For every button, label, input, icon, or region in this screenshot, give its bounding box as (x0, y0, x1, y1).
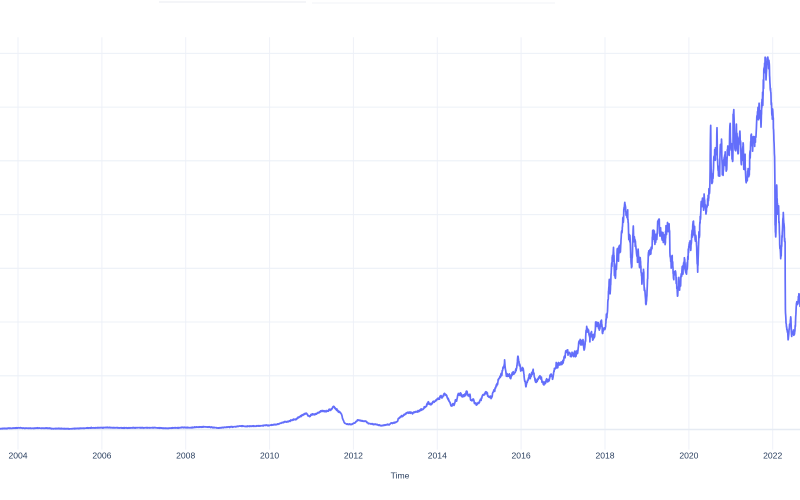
svg-text:Time: Time (391, 470, 410, 480)
svg-text:2012: 2012 (344, 450, 363, 460)
svg-text:2016: 2016 (512, 450, 531, 460)
svg-text:2020: 2020 (679, 450, 698, 460)
svg-text:2006: 2006 (92, 450, 111, 460)
svg-text:2018: 2018 (595, 450, 614, 460)
svg-text:2004: 2004 (8, 450, 27, 460)
svg-text:2008: 2008 (176, 450, 195, 460)
svg-text:2014: 2014 (428, 450, 447, 460)
svg-text:2010: 2010 (260, 450, 279, 460)
svg-text:2022: 2022 (763, 450, 782, 460)
